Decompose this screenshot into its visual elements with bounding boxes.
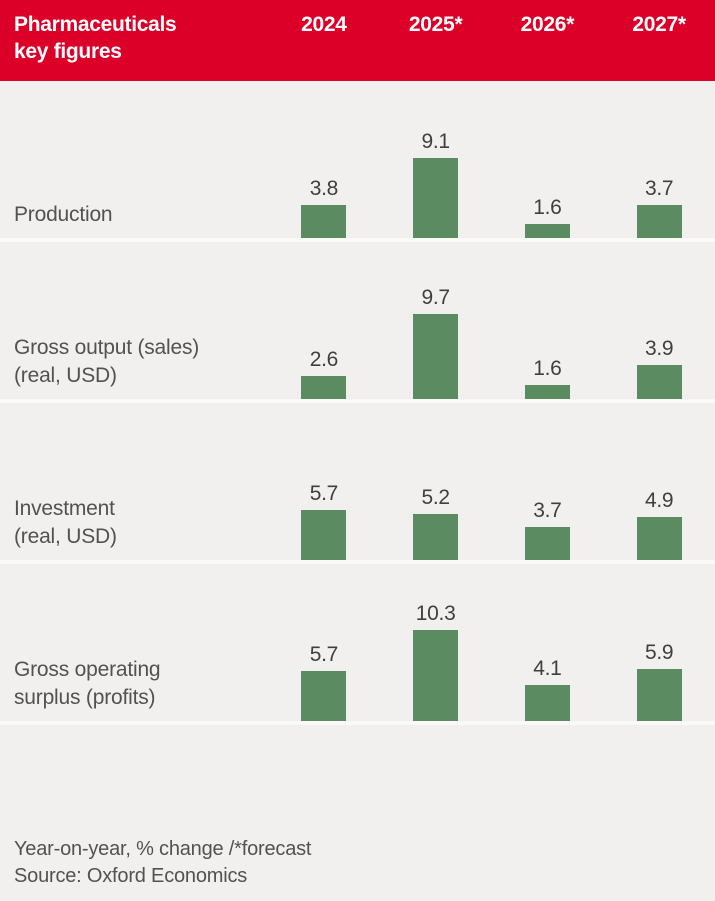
data-row: Investment (real, USD) 5.7 5.2 3.7 4.9: [0, 403, 715, 564]
data-row: Gross operating surplus (profits) 5.7 10.3 4…: [0, 564, 715, 725]
bar-cell: 10.3: [380, 564, 492, 721]
row-label: Gross operating surplus (profits): [0, 564, 268, 721]
bar-cell: 9.1: [380, 81, 492, 238]
column-header-2027: 2027*: [632, 13, 686, 36]
chart-rows: Production 3.8 9.1 1.6 3.7 Gross output (sale…: [0, 81, 715, 725]
bar-cell: 2.6: [268, 242, 380, 399]
row-label-line: Investment: [14, 497, 115, 520]
row-label-line: (real, USD): [14, 525, 117, 548]
row-label-line: Production: [14, 203, 113, 226]
bar-cell: 3.7: [603, 81, 715, 238]
bar: [413, 630, 459, 721]
bar: [524, 685, 570, 721]
row-label: Gross output (sales) (real, USD): [0, 242, 268, 399]
bar: [413, 314, 459, 399]
bar-cell: 3.8: [268, 81, 380, 238]
column-header-2026: 2026*: [520, 13, 575, 36]
bar: [636, 205, 682, 238]
bar-cell: 1.6: [492, 242, 604, 399]
chart-title-line1: Pharmaceuticals: [14, 13, 177, 36]
bar-value-label: 3.9: [644, 337, 674, 360]
bar: [636, 365, 682, 399]
bar-value-label: 9.7: [421, 286, 450, 309]
data-row: Production 3.8 9.1 1.6 3.7: [0, 81, 715, 242]
bar-value-label: 3.7: [644, 177, 674, 200]
bar: [301, 510, 347, 560]
bar: [301, 205, 347, 238]
bar-cell: 3.9: [603, 242, 715, 399]
bar-cell: 5.9: [603, 564, 715, 721]
chart-header: Pharmaceuticals key figures 2024 2025* 2…: [0, 0, 715, 81]
bar-cell: 1.6: [492, 81, 604, 238]
row-label-line: surplus (profits): [14, 686, 156, 709]
bar-value-label: 5.9: [644, 641, 674, 664]
bar: [636, 669, 682, 721]
column-header-2025: 2025*: [408, 13, 463, 36]
bar-value-label: 9.1: [421, 130, 450, 153]
data-row: Gross output (sales) (real, USD) 2.6 9.7 1.6…: [0, 242, 715, 403]
bar-value-label: 10.3: [415, 602, 456, 625]
bar-cell: 4.1: [492, 564, 604, 721]
bar-cell: 5.7: [268, 403, 380, 560]
row-label-line: (real, USD): [14, 364, 117, 387]
row-label-line: Gross output (sales): [14, 336, 200, 359]
chart-title-line2: key figures: [14, 40, 122, 63]
row-label: Production: [0, 81, 268, 238]
footnote: Year-on-year, % change /*forecast: [14, 838, 312, 860]
bar-cell: 9.7: [380, 242, 492, 399]
bar: [413, 514, 459, 560]
bar: [524, 224, 570, 238]
bar: [301, 376, 347, 399]
chart-title: Pharmaceuticals key figures: [0, 0, 268, 81]
bar: [524, 527, 570, 560]
row-label: Investment (real, USD): [0, 403, 268, 560]
bar: [413, 158, 459, 238]
source-note: Source: Oxford Economics: [14, 865, 248, 887]
bar-cell: 4.9: [603, 403, 715, 560]
bar-value-label: 5.2: [421, 486, 450, 509]
chart-footer: Year-on-year, % change /*forecast Source…: [0, 725, 715, 901]
bar: [301, 671, 347, 721]
bar-value-label: 4.1: [533, 657, 562, 680]
bar-cell: 5.2: [380, 403, 492, 560]
bar-value-label: 5.7: [309, 482, 339, 505]
bar-value-label: 4.9: [644, 489, 674, 512]
row-label-line: Gross operating: [14, 658, 161, 681]
bar-value-label: 2.6: [309, 348, 339, 371]
bar-value-label: 1.6: [533, 196, 562, 219]
bar-cell: 3.7: [492, 403, 604, 560]
bar: [636, 517, 682, 560]
bar-value-label: 3.8: [309, 177, 339, 200]
column-header-2024: 2024: [301, 13, 347, 36]
bar: [524, 385, 570, 399]
bar-cell: 5.7: [268, 564, 380, 721]
bar-value-label: 3.7: [533, 499, 562, 522]
bar-value-label: 1.6: [533, 357, 562, 380]
bar-value-label: 5.7: [309, 643, 339, 666]
